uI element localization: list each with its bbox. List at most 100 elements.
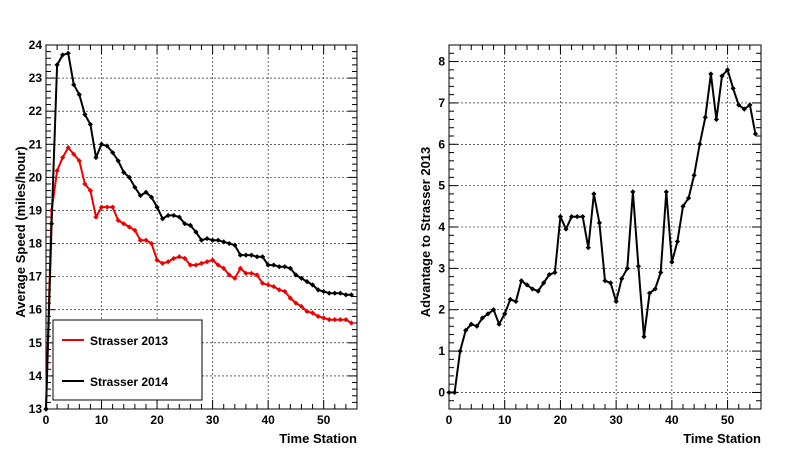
right-point-series-0 — [747, 102, 753, 108]
left-point-strasser-2013 — [176, 254, 182, 260]
left-point-strasser-2014 — [104, 143, 110, 149]
left-y-tick-label: 20 — [29, 170, 43, 184]
right-point-series-0 — [529, 286, 536, 292]
left-point-strasser-2014 — [282, 264, 288, 270]
right-point-series-0 — [752, 131, 759, 137]
right-point-series-0 — [496, 321, 502, 327]
left-point-strasser-2013 — [98, 204, 105, 210]
left-grid — [46, 45, 357, 409]
left-point-strasser-2013 — [204, 259, 210, 265]
left-point-strasser-2014 — [98, 141, 105, 147]
right-point-series-0 — [568, 214, 575, 220]
right-point-series-0 — [635, 263, 642, 269]
left-point-strasser-2013 — [182, 255, 188, 262]
left-point-strasser-2014 — [221, 239, 227, 245]
left-point-strasser-2014 — [271, 262, 277, 268]
right-point-series-0 — [680, 203, 686, 209]
left-x-tick-label: 30 — [206, 413, 220, 427]
left-point-strasser-2014 — [248, 252, 255, 258]
right-point-series-0 — [585, 245, 591, 251]
right-x-tick-label: 30 — [609, 413, 623, 427]
left-point-strasser-2014 — [93, 154, 99, 161]
left-point-strasser-2013 — [143, 237, 149, 243]
left-point-strasser-2013 — [165, 259, 171, 265]
right-grid — [449, 45, 761, 409]
left-point-strasser-2014 — [198, 237, 205, 243]
left-series — [43, 50, 355, 412]
legend: Strasser 2013 Strasser 2014 — [52, 319, 203, 401]
left-point-strasser-2013 — [259, 280, 266, 286]
right-point-series-0 — [535, 288, 541, 294]
left-point-strasser-2014 — [210, 237, 216, 243]
right-x-axis-label: Time Station — [683, 431, 761, 446]
left-point-strasser-2014 — [298, 275, 305, 281]
right-x-tick-label: 40 — [665, 413, 679, 427]
left-point-strasser-2013 — [237, 265, 243, 271]
right-y-tick-label: 6 — [438, 137, 445, 151]
left-point-strasser-2013 — [221, 265, 227, 271]
left-point-strasser-2014 — [337, 290, 343, 296]
legend-label-2014: Strasser 2014 — [90, 375, 168, 389]
left-x-tick-label: 50 — [317, 413, 331, 427]
left-point-strasser-2013 — [187, 262, 193, 268]
left-point-strasser-2013 — [337, 317, 343, 323]
right-point-series-0 — [468, 321, 474, 327]
right-point-series-0 — [490, 307, 497, 313]
left-y-tick-label: 19 — [29, 203, 43, 217]
left-x-tick-label: 20 — [150, 413, 164, 427]
right-point-series-0 — [663, 189, 669, 195]
right-point-series-0 — [574, 214, 580, 220]
right-point-series-0 — [457, 348, 463, 354]
right-point-series-0 — [580, 214, 586, 220]
right-point-series-0 — [613, 298, 619, 305]
left-x-axis-label: Time Station — [279, 431, 357, 446]
left-point-strasser-2014 — [232, 242, 238, 248]
left-point-strasser-2014 — [265, 262, 271, 268]
left-point-strasser-2013 — [160, 260, 166, 266]
right-point-series-0 — [730, 85, 736, 92]
left-point-strasser-2014 — [293, 272, 299, 278]
left-y-tick-label: 24 — [29, 38, 43, 52]
right-series — [446, 67, 759, 396]
right-point-series-0 — [479, 315, 486, 321]
left-point-strasser-2014 — [115, 158, 121, 164]
left-point-strasser-2013 — [60, 154, 66, 161]
left-point-strasser-2013 — [137, 237, 144, 243]
left-y-tick-label: 18 — [29, 237, 43, 251]
right-point-series-0 — [524, 282, 530, 288]
left-point-strasser-2014 — [204, 235, 210, 242]
right-point-series-0 — [596, 220, 603, 226]
right-y-tick-label: 0 — [438, 385, 445, 399]
left-y-tick-label: 14 — [29, 369, 43, 383]
right-point-series-0 — [619, 276, 625, 282]
left-point-strasser-2013 — [65, 144, 71, 151]
right-point-series-0 — [719, 73, 725, 79]
left-point-strasser-2013 — [198, 260, 205, 266]
right-point-series-0 — [591, 191, 597, 197]
left-point-strasser-2014 — [65, 50, 71, 56]
right-point-series-0 — [646, 290, 653, 296]
left-point-strasser-2013 — [87, 188, 94, 194]
left-point-strasser-2013 — [215, 262, 221, 268]
left-point-strasser-2014 — [154, 204, 160, 210]
left-point-strasser-2014 — [254, 254, 260, 260]
right-point-series-0 — [546, 271, 552, 278]
right-point-series-0 — [691, 172, 697, 178]
left-point-strasser-2013 — [309, 310, 316, 316]
right-point-series-0 — [641, 334, 647, 340]
right-point-series-0 — [713, 116, 720, 123]
right-point-series-0 — [446, 389, 452, 396]
left-y-tick-label: 23 — [29, 71, 43, 85]
right-point-series-0 — [563, 226, 569, 232]
left-point-strasser-2013 — [248, 270, 255, 276]
left-y-tick-label: 15 — [29, 336, 43, 350]
right-point-series-0 — [741, 106, 747, 112]
left-point-strasser-2014 — [160, 216, 166, 222]
right-point-series-0 — [518, 278, 525, 284]
right-point-series-0 — [697, 141, 703, 147]
legend-label-2013: Strasser 2013 — [90, 334, 168, 348]
left-point-strasser-2014 — [243, 252, 249, 258]
left-point-strasser-2014 — [237, 252, 243, 258]
right-point-series-0 — [669, 259, 675, 265]
